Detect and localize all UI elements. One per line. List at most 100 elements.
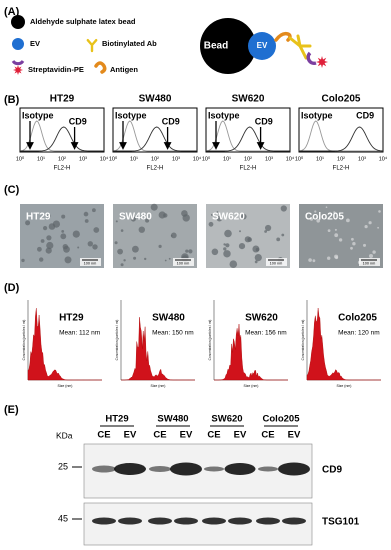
- panel-label: (E): [4, 404, 19, 416]
- tem-particle: [61, 230, 65, 233]
- scale-bar-box: [266, 258, 287, 266]
- tem-particle: [211, 248, 219, 256]
- band-tsg101: [228, 517, 252, 525]
- nta-curve: [306, 307, 381, 381]
- flow-tick: 10²: [58, 156, 66, 162]
- schematic-streptavidin: [306, 51, 317, 66]
- flow-tick: 10⁴: [100, 155, 109, 162]
- blot-group: SW480: [157, 414, 188, 425]
- tem-particle: [93, 227, 100, 233]
- cd9-label: CD9: [356, 110, 374, 120]
- tem-label: SW480: [119, 212, 152, 223]
- cd9-label: CD9: [69, 116, 87, 126]
- tem-particle: [43, 226, 48, 231]
- flow-tick: 10¹: [130, 156, 138, 162]
- tem-particle: [123, 259, 126, 262]
- band-cd9: [204, 466, 224, 472]
- isotype-label: Isotype: [301, 110, 333, 120]
- band-cd9: [278, 462, 310, 476]
- tem-particle: [327, 229, 331, 233]
- tem-particle: [252, 245, 260, 253]
- tem-particle: [216, 211, 219, 213]
- nta-y-label: Concentration (particles / ml): [208, 320, 212, 361]
- scale-bar-label: 100 nm: [84, 262, 97, 266]
- antigen-icon: [94, 61, 107, 74]
- nta-x-label: Size (nm): [244, 384, 259, 388]
- tem-image: [206, 204, 290, 268]
- schematic-ev-label: EV: [257, 41, 268, 50]
- tem-particle: [168, 257, 171, 260]
- tem-label: Colo205: [305, 212, 344, 223]
- tem-particle: [223, 250, 231, 258]
- tem-particle: [338, 238, 343, 242]
- tem-particle: [117, 248, 123, 255]
- tem-particle: [158, 244, 162, 248]
- tem-particle: [46, 241, 54, 250]
- flow-x-label: FL2-H: [333, 166, 350, 172]
- nta-title: SW620: [245, 313, 278, 324]
- isotype-curve: [112, 120, 197, 152]
- tem-particle: [37, 246, 42, 252]
- tem-particle: [223, 243, 226, 246]
- tem-particle: [114, 241, 118, 245]
- tem-particle: [334, 233, 339, 238]
- tem-particle: [346, 218, 350, 223]
- scale-bar-box: [173, 258, 194, 266]
- blot-lane: EV: [288, 430, 301, 441]
- tem-particle: [254, 260, 258, 264]
- tem-particle: [144, 257, 147, 261]
- flow-tick: 10⁰: [109, 155, 118, 162]
- scale-bar-box: [80, 258, 101, 266]
- tem-particle: [238, 243, 246, 250]
- flow-tick: 10²: [151, 156, 159, 162]
- tem-particle: [224, 229, 232, 238]
- isotype-label: Isotype: [22, 110, 54, 120]
- tem-particle: [351, 237, 354, 241]
- nta-mean: Mean: 150 nm: [152, 330, 194, 337]
- tem-particle: [377, 226, 379, 229]
- tem-particle: [316, 219, 321, 223]
- flow-tick: 10¹: [223, 156, 231, 162]
- tem-particle: [239, 230, 241, 233]
- band-cd9: [258, 466, 278, 472]
- tem-particle: [64, 256, 72, 264]
- flow-tick: 10²: [244, 156, 252, 162]
- tem-particle: [352, 242, 356, 246]
- flow-tick: 10⁴: [193, 155, 202, 162]
- nta-title: Colo205: [338, 313, 377, 324]
- flow-tick: 10⁰: [295, 155, 304, 162]
- flow-tick: 10²: [337, 156, 345, 162]
- tem-particle: [225, 243, 230, 248]
- tem-particle: [77, 246, 80, 249]
- antibody-icon: [86, 39, 98, 53]
- flow-frame: [19, 107, 105, 153]
- tem-particle: [368, 221, 372, 225]
- tem-particle: [130, 216, 136, 222]
- band-cd9: [224, 463, 256, 475]
- band-cd9: [92, 465, 116, 473]
- legend-antigen: Antigen: [110, 65, 138, 74]
- panel-label: (A): [4, 6, 20, 18]
- flow-x-label: FL2-H: [54, 166, 71, 172]
- flow-tick: 10⁴: [286, 155, 295, 162]
- isotype-curve: [205, 120, 290, 152]
- flow-tick: 10¹: [316, 156, 324, 162]
- scale-bar-label: 100 nm: [177, 262, 190, 266]
- nta-x-label: Size (nm): [58, 384, 73, 388]
- tem-particle: [314, 210, 317, 213]
- flow-x-label: FL2-H: [240, 166, 257, 172]
- pe-icon: [13, 65, 23, 75]
- flow-tick: 10³: [172, 156, 180, 162]
- tem-particle: [39, 257, 44, 262]
- tem-particle: [164, 259, 167, 262]
- ev-icon: [12, 38, 24, 50]
- legend-antibody: Biotinylated Ab: [102, 39, 157, 48]
- nta-curve: [121, 317, 195, 381]
- tem-particle: [115, 220, 118, 223]
- isotype-curve: [19, 120, 104, 152]
- cd9-label: CD9: [162, 116, 180, 126]
- flow-title: HT29: [50, 94, 75, 105]
- blot-unit: KDa: [56, 430, 73, 440]
